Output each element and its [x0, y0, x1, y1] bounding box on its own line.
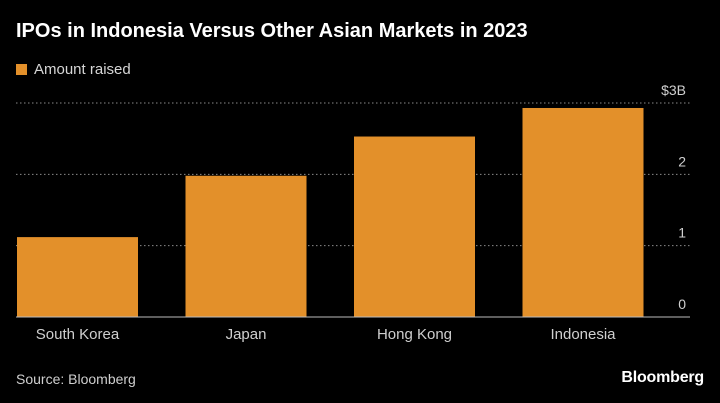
x-tick-label: South Korea — [36, 326, 120, 343]
y-tick-label: $3B — [661, 82, 686, 98]
x-tick-label: Japan — [226, 326, 267, 343]
legend: Amount raised — [16, 61, 131, 78]
bar-hong-kong — [354, 136, 475, 317]
legend-swatch — [16, 64, 27, 75]
legend-label: Amount raised — [34, 61, 131, 78]
bar-japan — [185, 175, 307, 317]
y-tick-label: 1 — [678, 225, 686, 241]
source-note: Source: Bloomberg — [16, 371, 136, 387]
y-tick-label: 2 — [678, 153, 686, 169]
x-tick-label: Hong Kong — [377, 326, 452, 343]
bar-indonesia — [522, 107, 644, 317]
x-tick-label: Indonesia — [550, 326, 616, 343]
chart-title: IPOs in Indonesia Versus Other Asian Mar… — [16, 20, 528, 42]
bar-south-korea — [17, 237, 138, 317]
bloomberg-logo: Bloomberg — [621, 369, 704, 386]
y-tick-label: 0 — [678, 296, 686, 312]
